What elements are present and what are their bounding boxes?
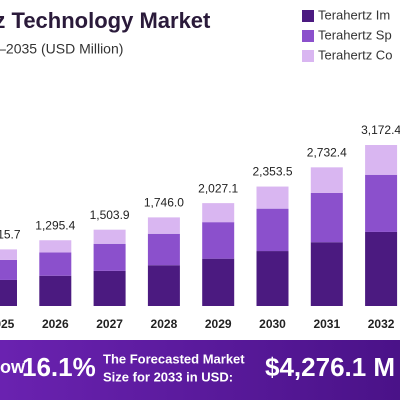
banner-lead: ow [0,357,26,377]
bar-segment [310,242,343,306]
chart-subtitle: 2025–2035 (USD Million) [0,41,123,57]
x-tick-label: 2030 [259,317,286,331]
bar-segment [39,240,72,253]
x-tick-label: 2028 [151,317,178,331]
total-label: 1,746.0 [144,196,184,210]
bar-segment [310,167,343,193]
bar-segment [39,275,72,306]
bar-segment [256,186,289,209]
total-label: 2,027.1 [198,181,238,195]
banner-text: The Forecasted Market [103,351,245,366]
bar-segment [365,231,398,306]
legend-label: Terahertz Im [318,7,390,22]
chart-title: Terahertz Technology Market [0,8,211,33]
bar-segment [0,259,17,280]
bar-segment [256,208,289,252]
legend-label: Terahertz Co [318,47,392,62]
bar-segment [147,265,180,306]
legend-label: Terahertz Sp [318,27,392,42]
bar-segment [256,251,289,306]
bar-segment [202,258,235,306]
total-label: 3,172.4 [361,123,400,137]
total-label: 1,115.7 [0,228,21,242]
legend-swatch [302,50,314,62]
banner [0,340,400,400]
bar-segment [310,192,343,243]
x-tick-label: 2025 [0,317,15,331]
bar-segment [39,252,72,276]
bar-segment [93,270,126,306]
banner-text: Size for 2033 in USD: [103,369,233,384]
x-tick-label: 2029 [205,317,232,331]
bar-segment [365,174,398,232]
bar-segment [93,229,126,244]
legend-swatch [302,30,314,42]
bar-segment [202,203,235,223]
total-label: 1,295.4 [35,218,75,232]
cagr: 16.1% [22,352,96,382]
x-tick-label: 2027 [96,317,123,331]
total-label: 2,732.4 [307,146,347,160]
forecast-value: $4,276.1 M [265,352,395,382]
x-tick-label: 2026 [42,317,69,331]
bar-segment [202,222,235,259]
bar-segment [147,233,180,266]
x-tick-label: 2032 [368,317,395,331]
bar-segment [147,217,180,234]
legend-swatch [302,10,314,22]
bar-segment [0,279,17,306]
bar-segment [93,243,126,271]
bar-segment [0,249,17,260]
total-label: 2,353.5 [252,165,292,179]
bar-segment [365,145,398,175]
total-label: 1,503.9 [90,208,130,222]
x-tick-label: 2031 [313,317,340,331]
